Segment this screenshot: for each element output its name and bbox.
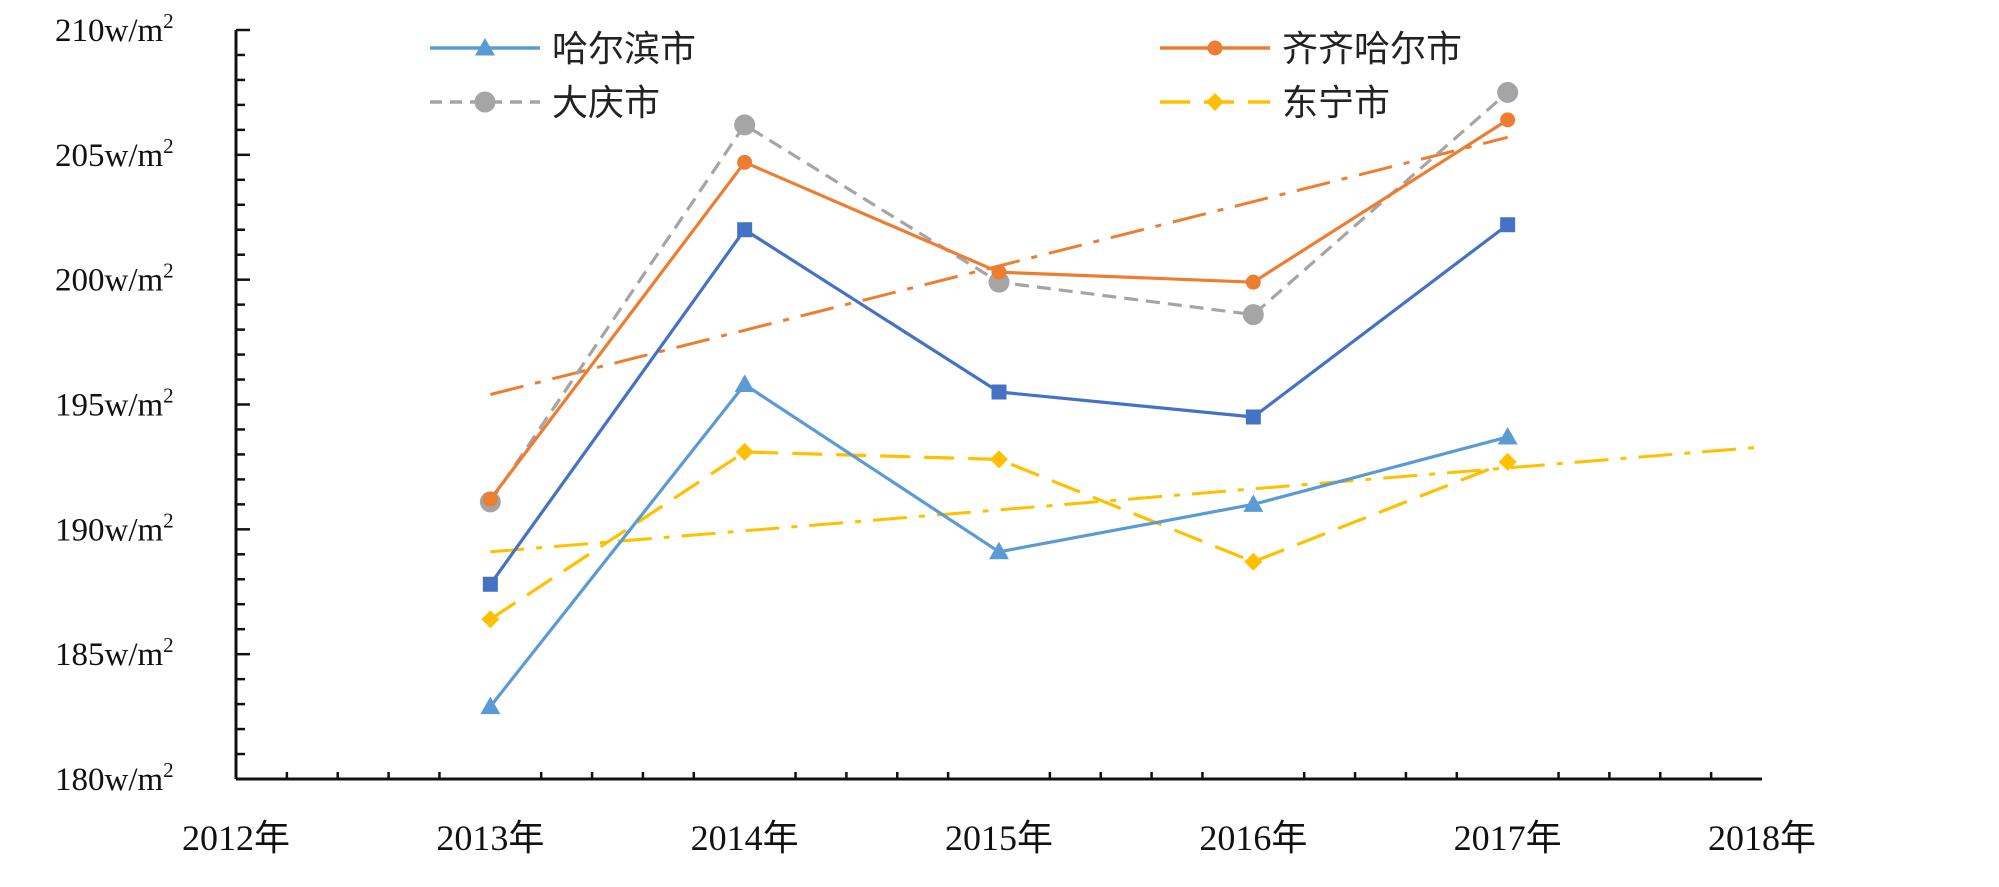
series-0-point-4 (1497, 426, 1518, 445)
series-3-line (489, 450, 1509, 621)
x-tick-label-3: 2015年 (945, 818, 1053, 858)
legend-label: 齐齐哈尔市 (1282, 29, 1462, 70)
series-3-point-3 (1244, 552, 1263, 571)
legend-label: 大庆市 (552, 83, 660, 124)
y-tick-label-1: 205w/m2 (55, 134, 174, 174)
series-3-point-0 (481, 610, 500, 629)
series-1-point-1 (737, 154, 753, 170)
series-3-point-1 (735, 442, 754, 461)
series-layer (479, 81, 1519, 715)
series-unlabeled-0-point-2 (991, 384, 1007, 400)
series-3 (481, 442, 1517, 629)
legend-item-3: 东宁市 (1160, 83, 1390, 124)
y-tick-label-sup: 2 (163, 259, 174, 283)
series-3-point-4 (1498, 452, 1517, 471)
legend-label: 哈尔滨市 (552, 29, 696, 70)
x-tick-label-5: 2017年 (1454, 818, 1562, 858)
series-3-point-2 (990, 450, 1008, 469)
series-1-point-3 (1245, 274, 1261, 290)
x-tick-label-6: 2018年 (1708, 818, 1816, 858)
y-tick-label-base: 185w/m (55, 637, 164, 673)
y-tick-label-sup: 2 (163, 9, 174, 33)
series-0-point-2 (989, 541, 1009, 560)
series-1-point-2 (991, 264, 1007, 280)
legend-swatch-marker (475, 38, 495, 56)
y-tick-label-0: 210w/m2 (55, 9, 174, 49)
series-unlabeled-0-point-0 (482, 576, 498, 592)
series-2-point-1 (734, 114, 756, 136)
y-tick-label-base: 190w/m (55, 512, 164, 548)
y-tick-label-sup: 2 (163, 508, 174, 532)
trendline-1 (490, 445, 1763, 554)
legend-label: 东宁市 (1282, 83, 1390, 124)
series-unlabeled-0 (482, 217, 1516, 592)
series-0-point-1 (734, 374, 755, 393)
y-tick-label-sup: 2 (163, 134, 174, 158)
y-tick-label-sup: 2 (163, 633, 174, 657)
y-tick-label-5: 185w/m2 (55, 633, 174, 673)
axes: 210w/m2205w/m2200w/m2195w/m2190w/m2185w/… (55, 9, 1816, 858)
legend-item-1: 齐齐哈尔市 (1160, 29, 1462, 70)
y-tick-label-base: 200w/m (55, 263, 164, 299)
legend-item-2: 大庆市 (430, 83, 660, 124)
y-tick-label-4: 190w/m2 (55, 508, 174, 548)
y-tick-label-2: 200w/m2 (55, 259, 174, 299)
series-unlabeled-0-point-1 (737, 222, 753, 238)
series-1-point-0 (482, 491, 498, 507)
x-tick-label-4: 2016年 (1199, 818, 1307, 858)
y-tick-label-6: 180w/m2 (55, 758, 174, 798)
y-tick-label-sup: 2 (163, 384, 174, 408)
series-0-point-0 (480, 696, 501, 715)
series-2-point-3 (1242, 304, 1264, 326)
series-2 (479, 81, 1519, 513)
y-tick-label-3: 195w/m2 (55, 384, 174, 424)
legend-swatch-marker (1206, 93, 1224, 111)
x-tick-label-2: 2014年 (691, 818, 799, 858)
legend-swatch-marker (474, 91, 496, 113)
x-tick-label-0: 2012年 (182, 818, 290, 858)
series-2-point-4 (1497, 81, 1519, 103)
legend-swatch-marker (1207, 40, 1223, 56)
x-tick-label-1: 2013年 (436, 818, 544, 858)
y-tick-label-base: 195w/m (55, 388, 164, 424)
series-0 (480, 374, 1518, 715)
series-1-line (489, 118, 1509, 501)
series-unlabeled-0-point-3 (1245, 409, 1261, 425)
series-1-point-4 (1500, 112, 1516, 128)
series-0-point-3 (1243, 494, 1264, 512)
y-tick-label-base: 180w/m (55, 762, 164, 798)
y-tick-label-base: 210w/m (55, 13, 164, 49)
series-1 (482, 112, 1516, 507)
series-unlabeled-0-point-4 (1500, 217, 1516, 233)
legend-item-0: 哈尔滨市 (430, 29, 696, 70)
y-tick-label-base: 205w/m (55, 138, 164, 174)
y-tick-label-sup: 2 (163, 758, 174, 782)
trendline-layer (489, 135, 1763, 554)
